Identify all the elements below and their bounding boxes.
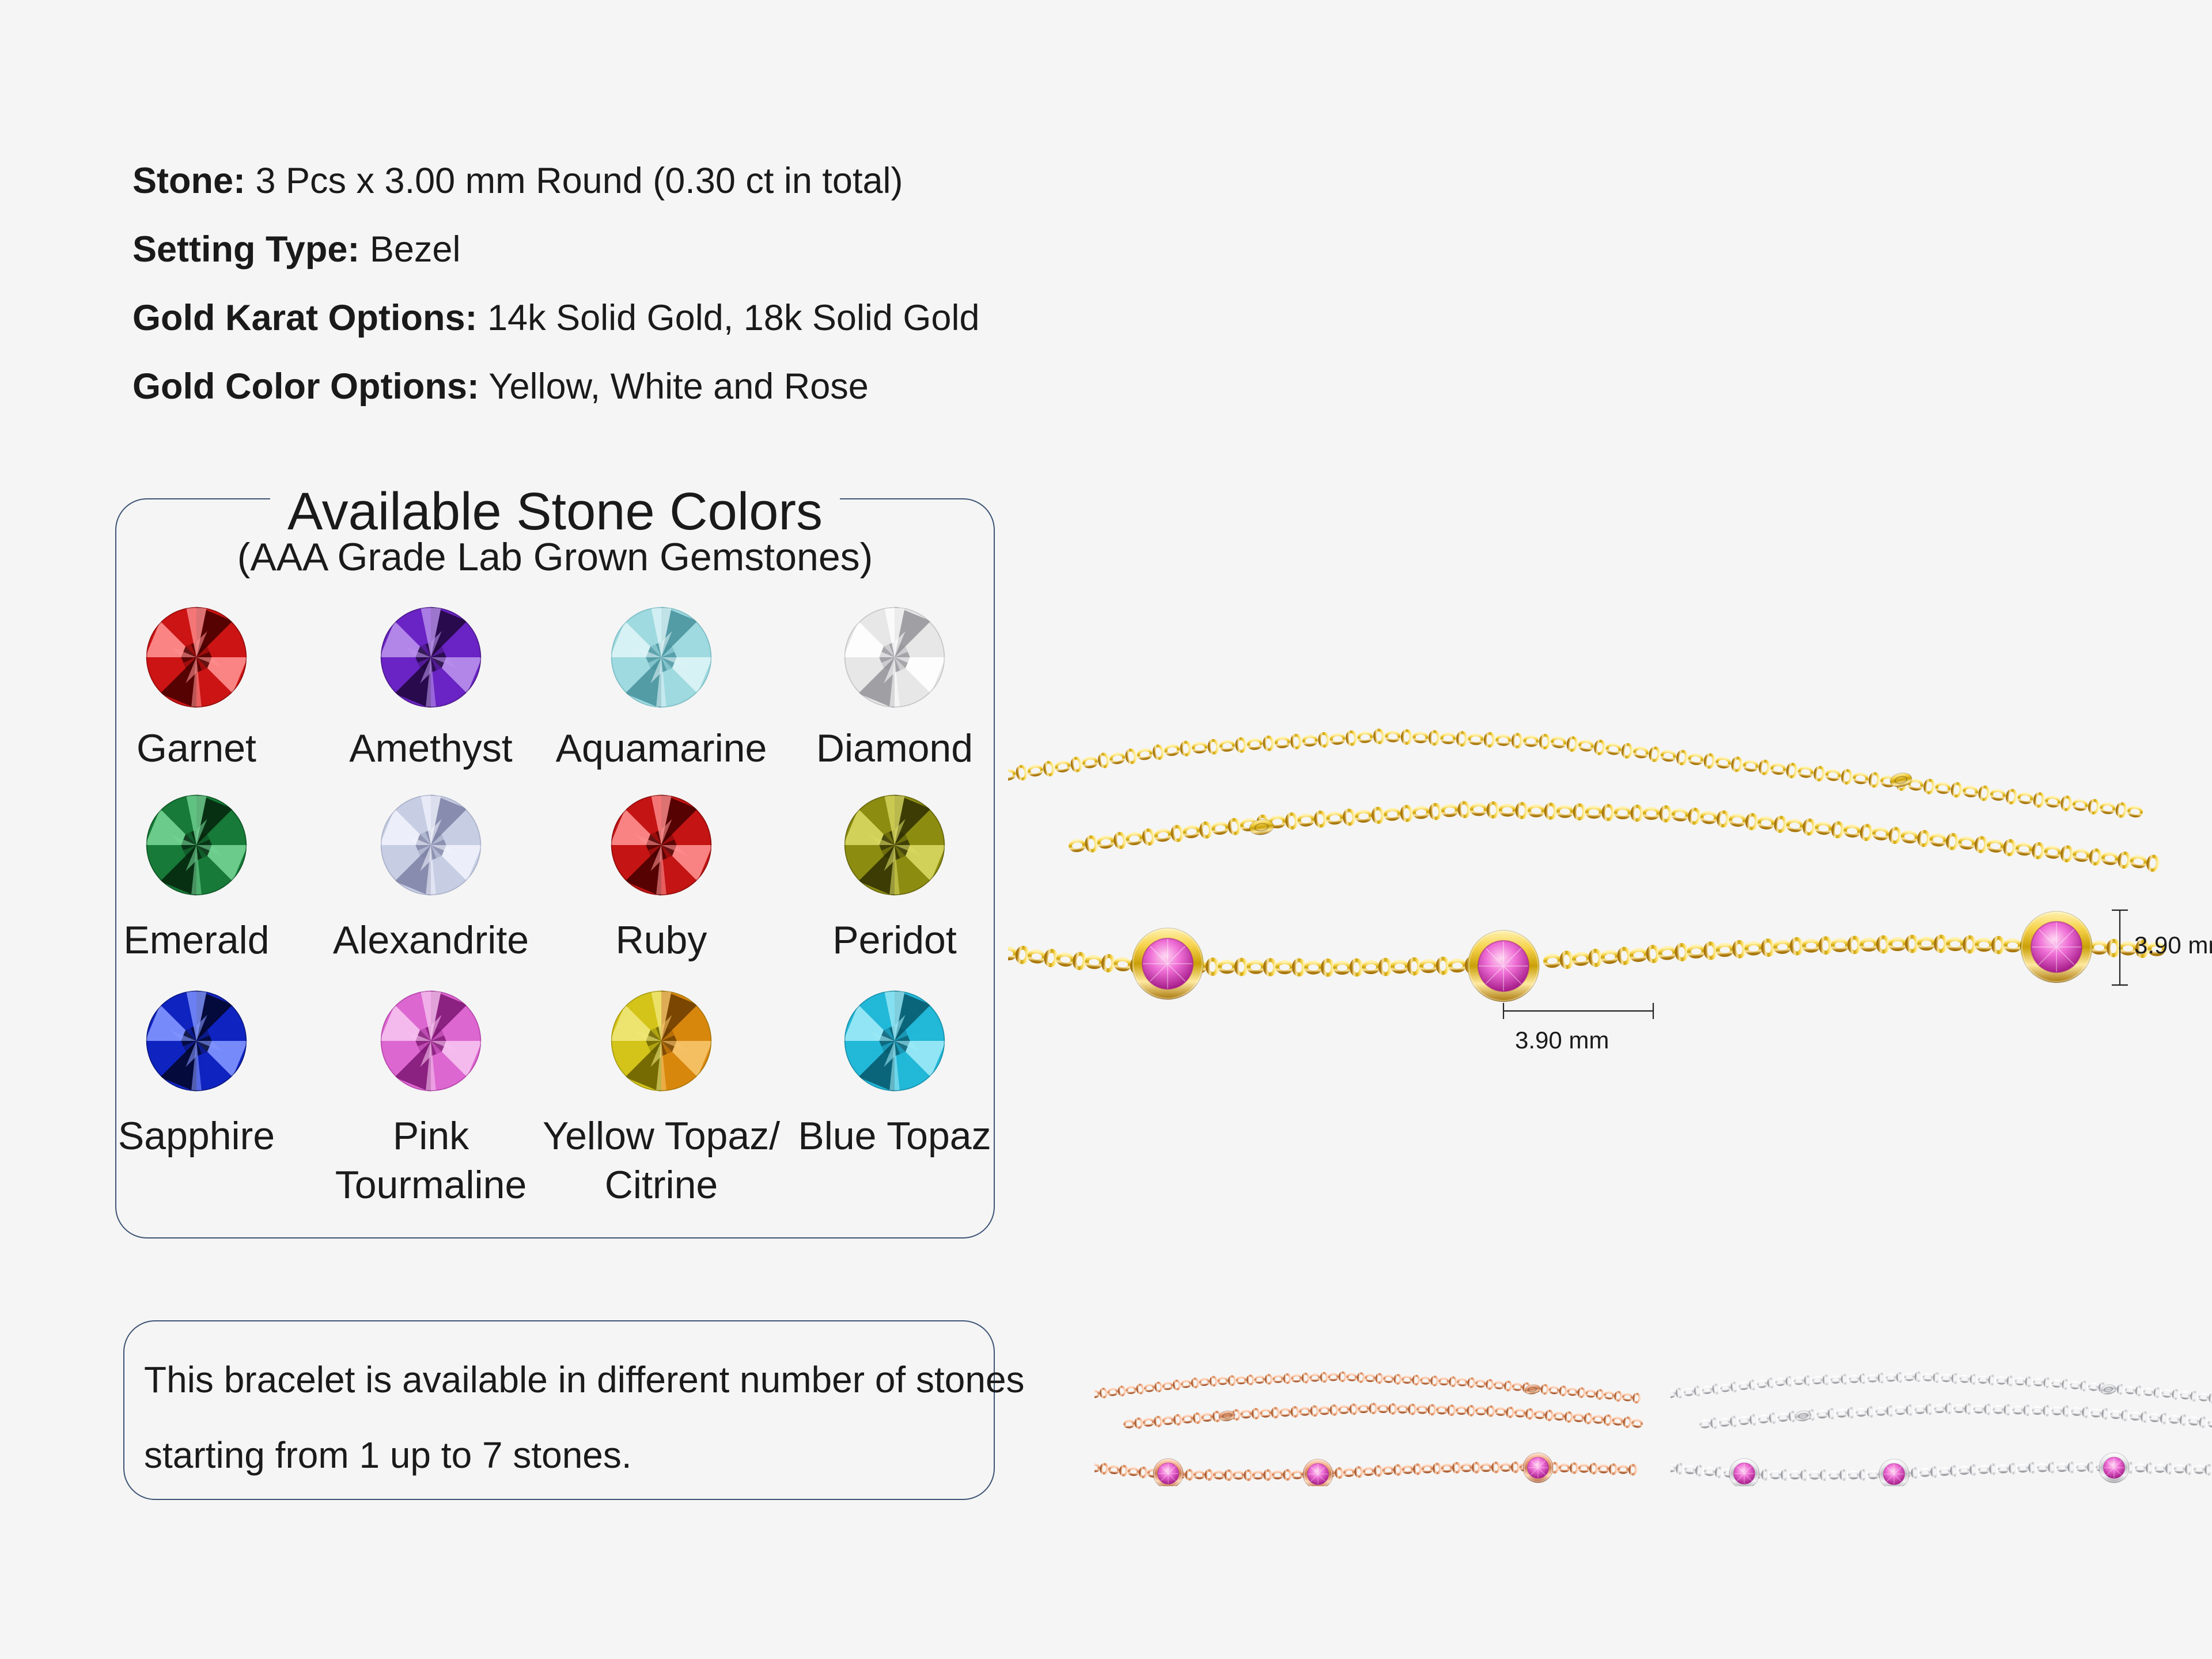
svg-text:3.90 mm: 3.90 mm — [1515, 1027, 1609, 1054]
svg-text:3.90 mm: 3.90 mm — [2134, 931, 2212, 959]
